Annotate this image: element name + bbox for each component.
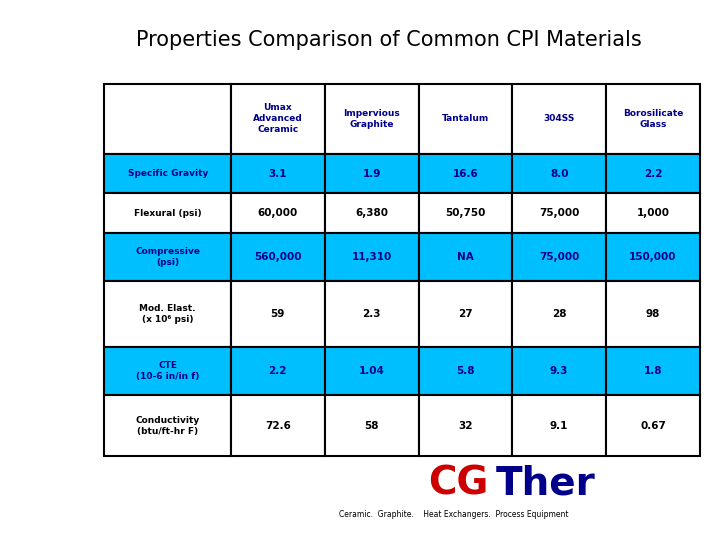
Text: 60,000: 60,000: [258, 208, 298, 218]
Bar: [513, 84, 606, 154]
Bar: [418, 193, 513, 233]
Bar: [418, 347, 513, 395]
Text: 1.9: 1.9: [362, 168, 381, 179]
Bar: [104, 233, 231, 281]
Bar: [325, 193, 418, 233]
Bar: [325, 233, 418, 281]
Bar: [231, 395, 325, 456]
Text: 2.2: 2.2: [644, 168, 662, 179]
Text: Flexural (psi): Flexural (psi): [134, 208, 202, 218]
Bar: [104, 84, 231, 154]
Text: 9.1: 9.1: [550, 421, 568, 430]
Text: 6,380: 6,380: [355, 208, 388, 218]
Bar: [325, 281, 418, 347]
Text: Borosilicate
Glass: Borosilicate Glass: [623, 109, 683, 129]
Text: 72.6: 72.6: [265, 421, 291, 430]
Bar: [231, 233, 325, 281]
Bar: [606, 193, 700, 233]
Text: Impervious
Graphite: Impervious Graphite: [343, 109, 400, 129]
Text: 3.1: 3.1: [269, 168, 287, 179]
Bar: [513, 154, 606, 193]
Text: 560,000: 560,000: [254, 252, 302, 262]
Text: 32: 32: [458, 421, 472, 430]
Bar: [513, 347, 606, 395]
Text: 8.0: 8.0: [550, 168, 568, 179]
Text: 9.3: 9.3: [550, 366, 568, 376]
Bar: [325, 154, 418, 193]
Text: Compressive
(psi): Compressive (psi): [135, 247, 200, 267]
Bar: [231, 347, 325, 395]
Text: Umax
Advanced
Ceramic: Umax Advanced Ceramic: [253, 103, 302, 134]
Bar: [104, 395, 231, 456]
Bar: [104, 281, 231, 347]
Bar: [606, 84, 700, 154]
Text: Conductivity
(btu/ft-hr F): Conductivity (btu/ft-hr F): [135, 416, 200, 436]
Bar: [325, 347, 418, 395]
Text: 16.6: 16.6: [453, 168, 478, 179]
Text: CG: CG: [428, 464, 489, 502]
Bar: [231, 193, 325, 233]
Text: NA: NA: [457, 252, 474, 262]
Bar: [104, 154, 231, 193]
Text: 75,000: 75,000: [539, 252, 580, 262]
Text: 2.3: 2.3: [362, 309, 381, 319]
Bar: [418, 281, 513, 347]
Bar: [513, 281, 606, 347]
Text: 59: 59: [271, 309, 285, 319]
Text: Properties Comparison of Common CPI Materials: Properties Comparison of Common CPI Mate…: [136, 30, 642, 50]
Bar: [231, 154, 325, 193]
Bar: [231, 84, 325, 154]
Bar: [606, 154, 700, 193]
Text: 1.8: 1.8: [644, 366, 662, 376]
Text: 11,310: 11,310: [351, 252, 392, 262]
Text: 304SS: 304SS: [544, 114, 575, 123]
Bar: [325, 395, 418, 456]
Bar: [231, 281, 325, 347]
Text: Specific Gravity: Specific Gravity: [127, 169, 208, 178]
Bar: [606, 347, 700, 395]
Text: 98: 98: [646, 309, 660, 319]
Bar: [104, 347, 231, 395]
Text: 1.04: 1.04: [359, 366, 384, 376]
Text: CTE
(10-6 in/in f): CTE (10-6 in/in f): [136, 361, 199, 381]
Text: Ceramic.  Graphite.    Heat Exchangers.  Process Equipment: Ceramic. Graphite. Heat Exchangers. Proc…: [339, 510, 568, 519]
Text: 75,000: 75,000: [539, 208, 580, 218]
Bar: [513, 233, 606, 281]
Text: 27: 27: [458, 309, 473, 319]
Text: 50,750: 50,750: [445, 208, 485, 218]
Bar: [513, 193, 606, 233]
Bar: [606, 395, 700, 456]
Text: Ther: Ther: [495, 464, 595, 502]
Text: Mod. Elast.
(x 10⁶ psi): Mod. Elast. (x 10⁶ psi): [140, 304, 196, 324]
Bar: [606, 233, 700, 281]
Bar: [418, 395, 513, 456]
Bar: [104, 193, 231, 233]
Text: 2.2: 2.2: [269, 366, 287, 376]
Bar: [325, 84, 418, 154]
Bar: [418, 154, 513, 193]
Text: 150,000: 150,000: [629, 252, 677, 262]
Bar: [418, 84, 513, 154]
Text: 0.67: 0.67: [640, 421, 666, 430]
Text: Tantalum: Tantalum: [442, 114, 489, 123]
Bar: [418, 233, 513, 281]
Text: 28: 28: [552, 309, 567, 319]
Text: 5.8: 5.8: [456, 366, 474, 376]
Bar: [513, 395, 606, 456]
Text: 58: 58: [364, 421, 379, 430]
Text: 1,000: 1,000: [636, 208, 670, 218]
Bar: [606, 281, 700, 347]
